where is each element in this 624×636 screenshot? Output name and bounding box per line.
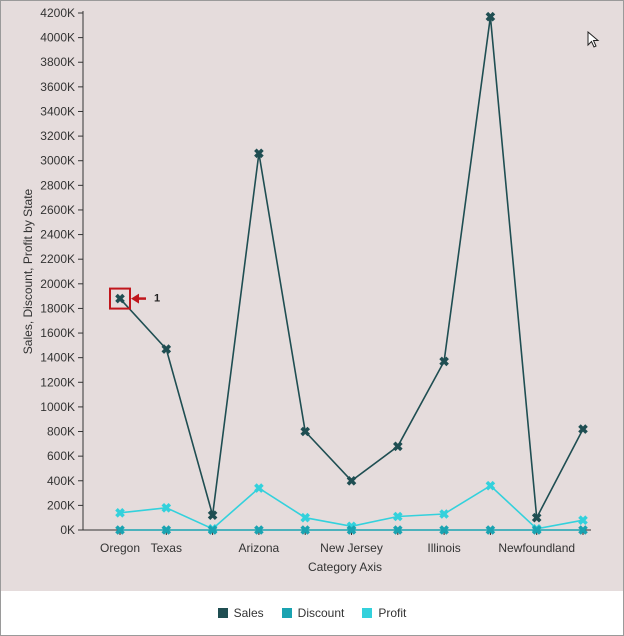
data-point-sales <box>300 426 311 437</box>
plot-area: 0K 200K 400K 600K 800K 1000K 1200K 1400K 1600K 18… <box>1 1 623 591</box>
x-tick-label: Texas <box>151 541 182 555</box>
data-point-profit <box>161 502 172 513</box>
data-point-sales <box>254 148 264 159</box>
data-point-discount <box>161 525 172 535</box>
y-tick-label: 1800K <box>40 301 75 315</box>
data-point-profit <box>439 509 449 519</box>
legend-swatch <box>362 608 373 618</box>
y-axis-title: Sales, Discount, Profit by State <box>21 188 35 354</box>
data-point-sales <box>115 293 125 304</box>
legend-label: Sales <box>233 606 264 620</box>
y-tick-label: 1400K <box>40 351 75 365</box>
data-point-profit <box>485 480 496 491</box>
y-tick-label: 1000K <box>40 400 75 414</box>
data-point-sales <box>207 510 218 521</box>
y-tick-label: 3000K <box>40 154 75 168</box>
data-point-discount <box>254 525 264 535</box>
data-point-discount <box>439 525 449 535</box>
series-line-profit <box>119 484 584 530</box>
y-tick-label: 4000K <box>40 31 75 45</box>
data-point-discount <box>392 525 403 535</box>
y-tick-label: 0K <box>60 523 75 537</box>
x-tick-label: New Jersey <box>320 541 383 555</box>
x-tick-label: Arizona <box>239 541 280 555</box>
data-point-profit <box>392 511 403 522</box>
data-point-sales <box>578 424 588 434</box>
annotation-arrow-icon <box>131 293 139 304</box>
data-point-sales <box>346 475 357 486</box>
data-point-sales <box>161 344 172 354</box>
data-point-discount <box>115 525 125 535</box>
x-tick-label: Illinois <box>427 541 460 555</box>
data-point-discount <box>346 525 357 535</box>
legend: Sales Discount Profit <box>1 591 623 635</box>
annotation-box <box>109 287 131 310</box>
y-tick-label: 800K <box>47 425 75 439</box>
legend-label: Profit <box>378 606 407 620</box>
y-tick-label: 200K <box>47 498 75 512</box>
y-tick-label: 3600K <box>40 80 75 94</box>
legend-swatch <box>217 608 228 618</box>
data-point-sales <box>439 356 449 367</box>
line-chart: 0K 200K 400K 600K 800K 1000K 1200K 1400K 1600K 18… <box>21 6 591 574</box>
y-tick-label: 2200K <box>40 252 75 266</box>
y-tick-label: 3400K <box>40 104 75 118</box>
data-point-discount <box>300 525 311 535</box>
series-line-sales <box>119 16 584 521</box>
data-point-discount <box>207 525 218 535</box>
y-tick-label: 2600K <box>40 203 75 217</box>
data-point-profit <box>115 507 125 518</box>
data-point-discount <box>531 525 542 535</box>
y-tick-label: 600K <box>47 449 75 463</box>
x-tick-label: Newfoundland <box>498 541 575 555</box>
y-tick-label: 3800K <box>40 55 75 69</box>
y-tick-label: 2800K <box>40 178 75 192</box>
data-point-sales <box>392 441 403 452</box>
y-tick-label: 4200K <box>40 6 75 20</box>
legend-item-profit[interactable]: Profit <box>362 606 406 620</box>
y-tick-label: 400K <box>47 474 75 488</box>
x-tick-label: Oregon <box>100 541 140 555</box>
data-point-discount <box>578 525 588 535</box>
data-point-profit <box>578 515 588 526</box>
y-tick-label: 1200K <box>40 375 75 389</box>
legend-item-discount[interactable]: Discount <box>281 606 345 620</box>
data-point-sales <box>485 11 496 22</box>
y-tick-label: 2000K <box>40 277 75 291</box>
y-tick-label: 2400K <box>40 228 75 242</box>
legend-label: Discount <box>297 606 345 620</box>
data-point-discount <box>485 525 496 535</box>
data-point-profit <box>300 512 311 523</box>
y-tick-label: 1600K <box>40 326 75 340</box>
mouse-cursor-icon <box>587 31 600 48</box>
data-point-profit <box>254 483 264 493</box>
annotation-label: 1 <box>154 293 160 305</box>
y-tick-label: 3200K <box>40 129 75 143</box>
legend-item-sales[interactable]: Sales <box>217 606 264 620</box>
legend-swatch <box>281 608 292 618</box>
data-point-sales <box>531 512 542 523</box>
x-axis-title: Category Axis <box>308 560 382 574</box>
